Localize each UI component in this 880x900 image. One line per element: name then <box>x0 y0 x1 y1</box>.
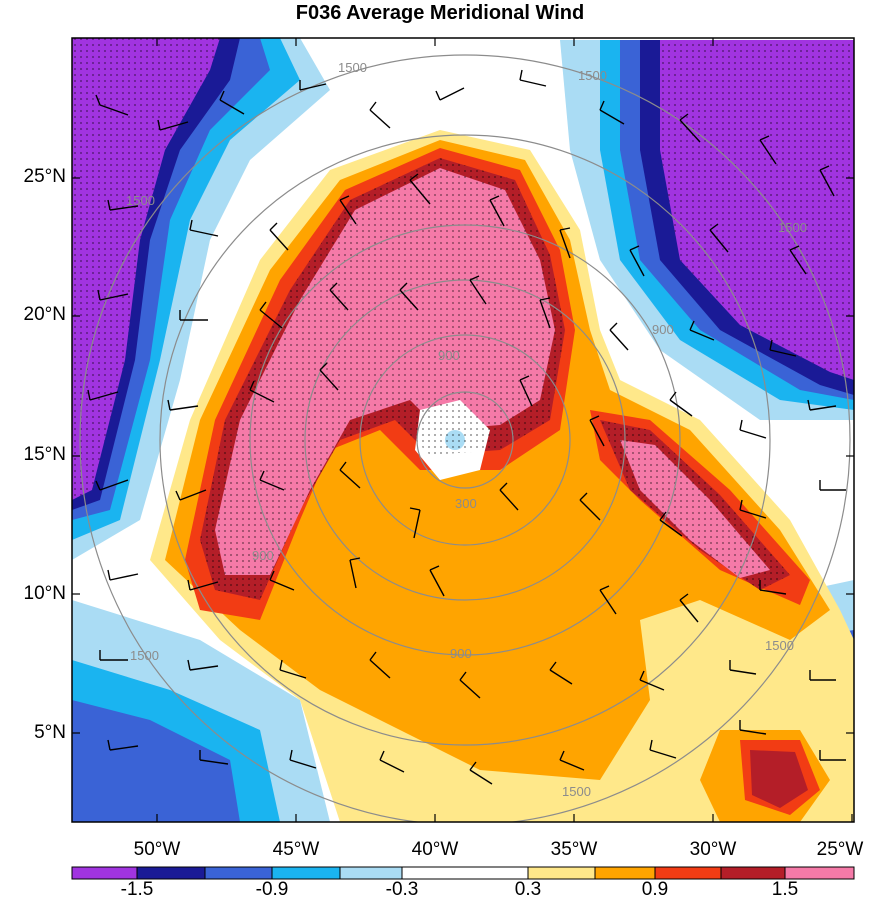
colorbar-label: -0.9 <box>255 879 289 900</box>
colorbar-swatch <box>401 866 529 880</box>
lat-label: 5°N <box>34 722 66 743</box>
wind-barbs <box>87 69 846 785</box>
axis-ticks <box>72 38 854 822</box>
ring-label: 1500 <box>562 784 591 799</box>
ring-label: 1500 <box>126 193 155 208</box>
colorbar-label: -1.5 <box>120 879 154 900</box>
lon-label: 30°W <box>689 839 737 860</box>
map-frame <box>71 37 855 823</box>
range-rings <box>79 54 851 822</box>
colorbar-label: -0.3 <box>385 879 419 900</box>
colorbar-swatch <box>271 866 341 880</box>
ring-label: 1500 <box>578 68 607 83</box>
lat-label: 20°N <box>23 304 66 325</box>
ring-label: 300 <box>455 496 477 511</box>
wind-field <box>72 38 854 822</box>
lon-label: 50°W <box>133 839 181 860</box>
lon-label: 35°W <box>550 839 598 860</box>
lat-label: 15°N <box>23 444 66 465</box>
colorbar-swatch <box>204 866 273 880</box>
colorbar-label: 0.9 <box>641 879 669 900</box>
colorbar-swatch <box>71 866 138 880</box>
colorbar-swatch <box>136 866 206 880</box>
ring-label: 1500 <box>778 220 807 235</box>
map-title: F036 Average Meridional Wind <box>295 2 585 24</box>
ring-label: 1500 <box>338 60 367 75</box>
ring-label: 900 <box>252 548 274 563</box>
colorbar-swatch <box>339 866 403 880</box>
lat-label: 25°N <box>23 166 66 187</box>
colorbar-label: 0.3 <box>514 879 542 900</box>
colorbar <box>71 866 855 880</box>
lon-label: 25°W <box>816 839 864 860</box>
ring-label: 900 <box>652 322 674 337</box>
ring-label: 900 <box>438 348 460 363</box>
colorbar-swatch <box>527 866 596 880</box>
colorbar-swatch <box>784 866 855 880</box>
colorbar-swatch <box>594 866 656 880</box>
lon-label: 45°W <box>272 839 320 860</box>
colorbar-swatch <box>720 866 786 880</box>
ring-label: 900 <box>450 646 472 661</box>
ring-labels: 1500 1500 1500 1500 900 900 900 900 300 … <box>126 60 807 799</box>
ring-label: 1500 <box>765 638 794 653</box>
colorbar-swatch <box>654 866 722 880</box>
ring-label: 1500 <box>130 648 159 663</box>
lon-label: 40°W <box>411 839 459 860</box>
colorbar-label: 1.5 <box>771 879 799 900</box>
lat-label: 10°N <box>23 583 66 604</box>
